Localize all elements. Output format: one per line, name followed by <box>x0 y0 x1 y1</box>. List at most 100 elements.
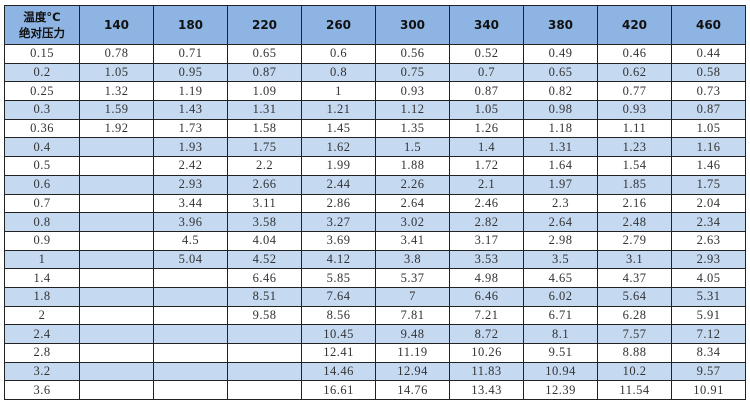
value-cell <box>79 268 154 288</box>
pressure-cell: 0.3 <box>4 100 80 120</box>
value-cell: 0.87 <box>671 100 746 120</box>
value-cell: 0.58 <box>671 62 746 83</box>
value-cell: 1.59 <box>79 100 154 120</box>
value-cell: 1.43 <box>153 100 228 120</box>
value-cell: 0.7 <box>449 62 524 83</box>
value-cell: 14.76 <box>375 380 450 401</box>
pressure-cell: 3.6 <box>4 380 80 401</box>
value-cell: 0.95 <box>153 62 228 83</box>
value-cell: 1.64 <box>523 156 598 176</box>
value-cell: 7.12 <box>671 324 746 344</box>
steam-table: 温度°C 绝对压力 140 180 220 260 300 340 380 420 460 0.… <box>4 5 746 401</box>
value-cell: 2.98 <box>523 230 598 251</box>
value-cell: 1.45 <box>301 118 376 139</box>
value-cell: 3.41 <box>375 230 450 251</box>
value-cell <box>79 286 154 307</box>
value-cell <box>79 137 154 158</box>
value-cell: 0.52 <box>449 44 524 64</box>
corner-header: 温度°C 绝对压力 <box>4 5 80 45</box>
value-cell: 6.28 <box>597 305 672 326</box>
value-cell: 0.93 <box>597 100 672 120</box>
pressure-cell: 0.15 <box>4 44 80 64</box>
value-cell: 12.41 <box>301 343 376 363</box>
pressure-cell: 1.8 <box>4 286 80 307</box>
value-cell: 2.42 <box>153 156 228 176</box>
value-cell: 0.77 <box>597 81 672 102</box>
value-cell <box>79 249 154 270</box>
value-cell: 9.57 <box>671 361 746 382</box>
value-cell: 7.64 <box>301 286 376 307</box>
value-cell <box>153 286 228 307</box>
value-cell: 5.64 <box>597 286 672 307</box>
value-cell: 11.54 <box>597 380 672 401</box>
table-container: 温度°C 绝对压力 140 180 220 260 300 340 380 420 460 0.… <box>4 5 746 401</box>
value-cell: 3.8 <box>375 249 450 270</box>
table-row: 2 9.58 8.56 7.81 7.21 6.71 6.28 5.91 <box>4 305 746 326</box>
value-cell: 1.31 <box>523 137 598 158</box>
value-cell: 1.26 <box>449 118 524 139</box>
value-cell: 4.12 <box>301 249 376 270</box>
value-cell: 1.09 <box>227 81 302 102</box>
temperature-header: 300 <box>375 5 450 45</box>
value-cell: 6.46 <box>449 286 524 307</box>
value-cell: 1.35 <box>375 118 450 139</box>
pressure-cell: 0.5 <box>4 156 80 176</box>
value-cell <box>153 361 228 382</box>
value-cell <box>227 361 302 382</box>
value-cell: 1 <box>301 81 376 102</box>
corner-temperature-label: 温度°C <box>23 10 61 24</box>
value-cell: 7.21 <box>449 305 524 326</box>
table-row: 2.8 12.41 11.19 10.26 9.51 8.88 8.34 <box>4 343 746 363</box>
value-cell: 2.93 <box>671 249 746 270</box>
value-cell <box>79 324 154 344</box>
table-row: 3.6 16.61 14.76 13.43 12.39 11.54 10.91 <box>4 380 746 401</box>
value-cell: 3.11 <box>227 193 302 214</box>
value-cell: 1.16 <box>671 137 746 158</box>
table-row: 1 5.04 4.52 4.12 3.8 3.53 3.5 3.1 2.93 <box>4 249 746 270</box>
value-cell: 9.58 <box>227 305 302 326</box>
value-cell: 2.1 <box>449 174 524 195</box>
pressure-cell: 0.9 <box>4 230 80 251</box>
value-cell: 7.81 <box>375 305 450 326</box>
value-cell: 2.2 <box>227 156 302 176</box>
value-cell: 2.44 <box>301 174 376 195</box>
table-row: 0.7 3.44 3.11 2.86 2.64 2.46 2.3 2.16 2.04 <box>4 193 746 214</box>
value-cell: 2.48 <box>597 212 672 232</box>
value-cell: 1.11 <box>597 118 672 139</box>
value-cell: 11.19 <box>375 343 450 363</box>
value-cell: 10.94 <box>523 361 598 382</box>
value-cell: 2.63 <box>671 230 746 251</box>
value-cell: 12.39 <box>523 380 598 401</box>
value-cell: 0.46 <box>597 44 672 64</box>
pressure-cell: 0.8 <box>4 212 80 232</box>
temperature-header: 420 <box>597 5 672 45</box>
value-cell: 2.64 <box>375 193 450 214</box>
value-cell: 6.02 <box>523 286 598 307</box>
temperature-header: 140 <box>79 5 154 45</box>
value-cell: 0.93 <box>375 81 450 102</box>
value-cell: 3.96 <box>153 212 228 232</box>
value-cell: 2.04 <box>671 193 746 214</box>
value-cell: 5.85 <box>301 268 376 288</box>
value-cell: 1.93 <box>153 137 228 158</box>
value-cell: 0.6 <box>301 44 376 64</box>
value-cell <box>153 343 228 363</box>
pressure-cell: 0.6 <box>4 174 80 195</box>
value-cell: 3.58 <box>227 212 302 232</box>
value-cell: 2.3 <box>523 193 598 214</box>
value-cell: 8.34 <box>671 343 746 363</box>
table-row: 0.25 1.32 1.19 1.09 1 0.93 0.87 0.82 0.77 0.73 <box>4 81 746 102</box>
value-cell <box>227 324 302 344</box>
value-cell: 13.43 <box>449 380 524 401</box>
value-cell: 3.17 <box>449 230 524 251</box>
value-cell: 3.27 <box>301 212 376 232</box>
value-cell: 5.37 <box>375 268 450 288</box>
value-cell: 8.56 <box>301 305 376 326</box>
value-cell: 2.26 <box>375 174 450 195</box>
value-cell: 1.75 <box>671 174 746 195</box>
value-cell: 0.8 <box>301 62 376 83</box>
value-cell: 1.99 <box>301 156 376 176</box>
value-cell: 8.1 <box>523 324 598 344</box>
value-cell: 0.44 <box>671 44 746 64</box>
table-row: 0.36 1.92 1.73 1.58 1.45 1.35 1.26 1.18 1.11 1.05 <box>4 118 746 139</box>
